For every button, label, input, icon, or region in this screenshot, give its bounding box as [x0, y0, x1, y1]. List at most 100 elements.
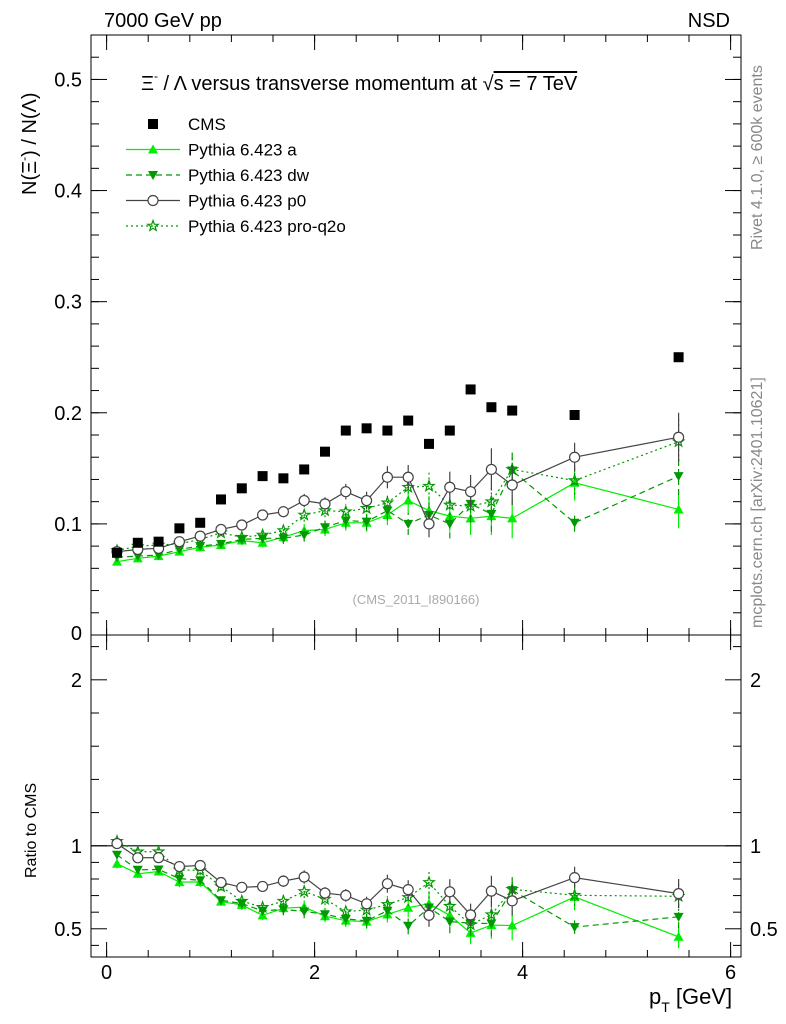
ratio-point-pythia-6-423-p0 — [298, 871, 310, 883]
series-line-pythia-6-423-dw — [116, 469, 679, 558]
data-point-cms — [153, 536, 164, 547]
main-series-group — [110, 352, 686, 566]
y-tick-label: 0.5 — [54, 69, 82, 91]
ratio-tick-label: 2 — [71, 670, 82, 692]
data-point-cms — [132, 537, 143, 548]
ratio-point-pythia-6-423-p0 — [423, 909, 435, 921]
ratio-point-pythia-6-423-dw — [216, 896, 226, 906]
legend-marker-pythia-6-423-p0 — [147, 194, 159, 207]
ratio-point-pythia-6-423-a — [673, 931, 684, 941]
data-point-cms — [257, 471, 268, 482]
mcplots-label: mcplots.cern.ch [arXiv:2401.10621] — [749, 377, 766, 628]
y-tick-label: 0.1 — [54, 514, 82, 536]
ratio-plot-frame — [90, 634, 742, 958]
data-point-cms — [299, 464, 310, 475]
ratio-point-pythia-6-423-p0 — [340, 889, 352, 902]
ratio-point-pythia-6-423-p0 — [402, 884, 414, 896]
data-point-cms — [236, 483, 247, 494]
x-tick-label: 2 — [309, 962, 320, 984]
series-line-pythia-6-423-a — [116, 482, 679, 563]
ratio-point-pythia-6-423-dw — [361, 916, 372, 926]
ratio-point-pythia-6-423-pro-q2o — [422, 875, 436, 889]
data-point-cms — [320, 446, 330, 457]
ratio-point-pythia-6-423-dw — [486, 919, 497, 929]
ratio-point-pythia-6-423-pro-q2o — [318, 891, 332, 906]
data-point-pythia-6-423-pro-q2o — [276, 523, 291, 537]
data-point-pythia-6-423-p0 — [257, 509, 269, 521]
ratio-line-pythia-6-423-a — [116, 863, 679, 938]
legend-marker-pythia-6-423-pro-q2o — [146, 218, 160, 232]
ratio-point-pythia-6-423-dw — [132, 865, 143, 875]
ratio-point-pythia-6-423-p0 — [257, 880, 269, 893]
ratio-point-pythia-6-423-pro-q2o — [463, 917, 478, 931]
ratio-point-pythia-6-423-p0 — [381, 878, 393, 890]
data-point-pythia-6-423-dw — [299, 531, 310, 540]
y-tick-label: 0.2 — [54, 403, 82, 425]
data-point-cms — [465, 384, 476, 395]
y-tick-label: 0.4 — [54, 181, 82, 203]
data-point-pythia-6-423-p0 — [444, 481, 456, 493]
energy-label: 7000 GeV pp — [104, 10, 222, 32]
x-axis-label: pT [GeV] — [649, 984, 732, 1015]
ratio-point-pythia-6-423-dw — [195, 876, 206, 886]
data-point-pythia-6-423-dw — [403, 519, 414, 529]
ratio-point-pythia-6-423-pro-q2o — [276, 893, 291, 908]
ratio-tick-label: 0.5 — [54, 919, 82, 941]
ratio-tick-label: 1 — [71, 836, 82, 858]
ratio-point-pythia-6-423-dw — [340, 914, 351, 924]
data-point-pythia-6-423-dw — [444, 519, 455, 529]
data-point-pythia-6-423-p0 — [381, 471, 393, 483]
ratio-point-pythia-6-423-pro-q2o — [442, 898, 457, 913]
data-point-cms — [216, 494, 226, 505]
ratio-tick-label-right: 1 — [750, 836, 761, 858]
ratio-point-pythia-6-423-p0 — [672, 887, 685, 900]
data-point-cms — [403, 415, 414, 426]
legend-label-pythia-6-423-p0: Pythia 6.423 p0 — [188, 192, 306, 211]
legend-label-cms: CMS — [188, 115, 226, 134]
data-point-pythia-6-423-p0 — [194, 530, 206, 542]
ratio-point-pythia-6-423-p0 — [319, 887, 331, 899]
x-tick-label: 4 — [517, 962, 528, 984]
legend-label-pythia-6-423-dw: Pythia 6.423 dw — [188, 166, 310, 185]
ratio-point-pythia-6-423-dw — [278, 905, 289, 915]
ratio-point-pythia-6-423-pro-q2o — [338, 904, 353, 918]
data-point-pythia-6-423-pro-q2o — [567, 473, 582, 487]
ratio-point-pythia-6-423-p0 — [485, 885, 497, 897]
data-point-cms — [382, 425, 393, 436]
ratio-point-pythia-6-423-p0 — [465, 909, 477, 921]
data-point-pythia-6-423-pro-q2o — [338, 504, 353, 518]
legend-marker-pythia-6-423-a — [148, 144, 158, 154]
series-line-pythia-6-423-pro-q2o — [116, 441, 679, 552]
data-point-pythia-6-423-p0 — [340, 486, 352, 498]
series-line-pythia-6-423-p0 — [116, 436, 679, 553]
ratio-point-pythia-6-423-pro-q2o — [255, 899, 270, 914]
rivet-version-label: Rivet 4.1.0, ≥ 600k events — [749, 65, 766, 250]
ratio-point-pythia-6-423-a — [444, 910, 455, 920]
ratio-point-pythia-6-423-dw — [403, 921, 414, 931]
ratio-line-pythia-6-423-p0 — [116, 843, 679, 917]
y-axis-label: N(Ξ-) / N(Λ) — [17, 92, 41, 195]
ratio-tick-label-right: 2 — [750, 670, 761, 692]
data-point-pythia-6-423-dw — [340, 516, 351, 526]
ratio-point-pythia-6-423-p0 — [132, 852, 144, 864]
legend-label-pythia-6-423-a: Pythia 6.423 a — [188, 141, 297, 160]
ratio-point-pythia-6-423-dw — [569, 923, 580, 933]
data-point-pythia-6-423-p0 — [361, 494, 373, 507]
ratio-point-pythia-6-423-dw — [444, 917, 455, 927]
data-point-pythia-6-423-p0 — [319, 498, 331, 510]
ratio-point-pythia-6-423-dw — [174, 874, 185, 884]
data-point-pythia-6-423-p0 — [215, 523, 227, 536]
data-point-pythia-6-423-p0 — [402, 471, 414, 483]
ratio-point-pythia-6-423-a — [507, 920, 518, 930]
ratio-point-pythia-6-423-p0 — [236, 881, 248, 893]
data-point-cms — [195, 517, 206, 528]
data-point-pythia-6-423-dw — [569, 518, 580, 528]
y-zero-label: 0 — [71, 623, 82, 645]
data-point-pythia-6-423-pro-q2o — [484, 494, 499, 508]
ratio-point-pythia-6-423-p0 — [173, 860, 185, 873]
data-point-pythia-6-423-dw — [361, 517, 372, 527]
data-point-pythia-6-423-p0 — [173, 536, 185, 548]
data-point-cms — [424, 438, 434, 449]
ratio-point-pythia-6-423-dw — [673, 912, 684, 922]
